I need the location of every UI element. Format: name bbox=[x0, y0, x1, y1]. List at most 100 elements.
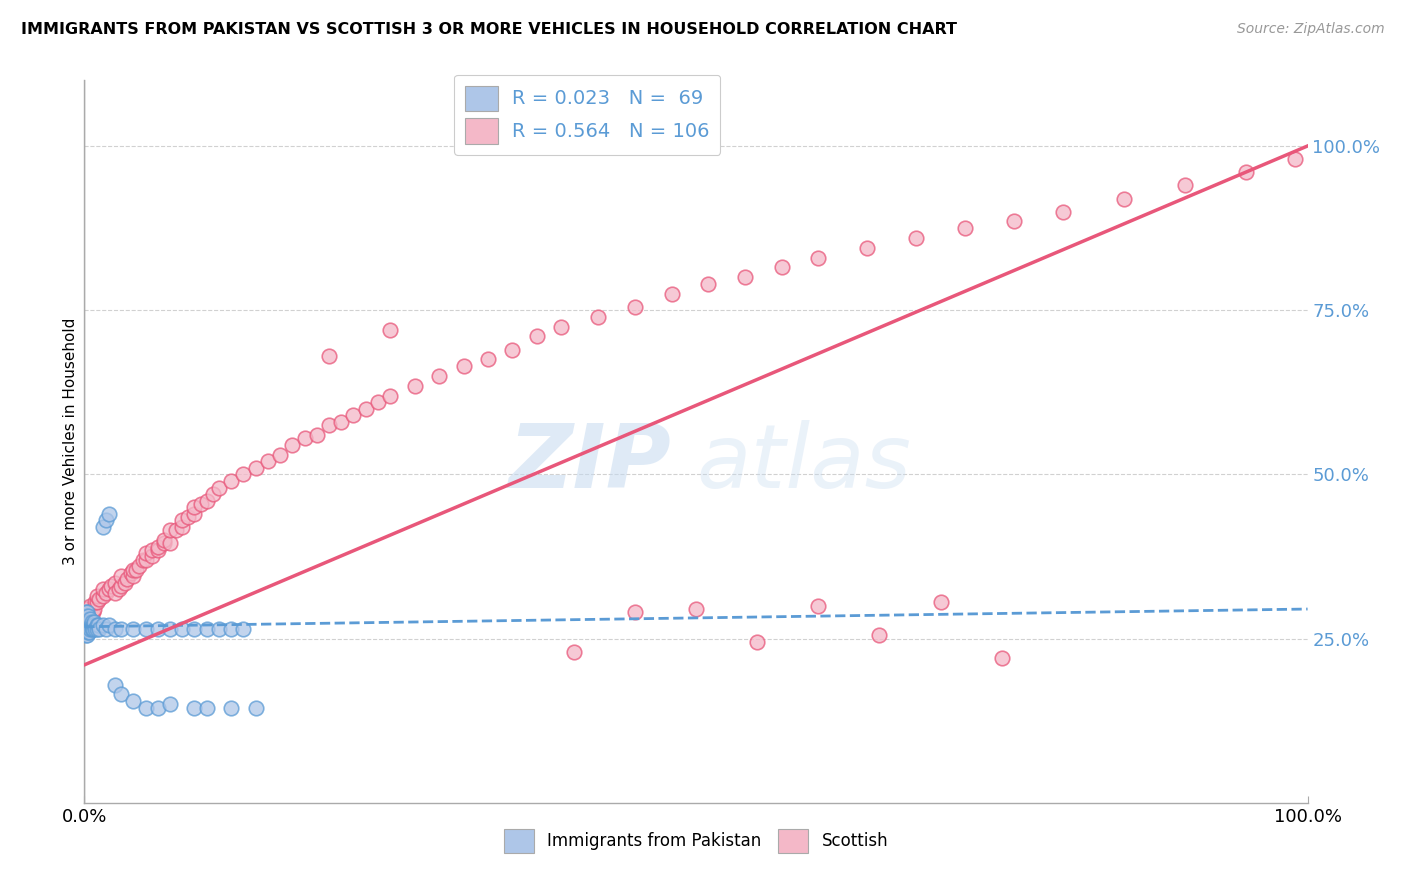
Point bbox=[586, 310, 609, 324]
Point bbox=[82, 622, 104, 636]
Point bbox=[1052, 204, 1074, 219]
Point bbox=[96, 585, 118, 599]
Point bbox=[79, 615, 101, 630]
Point bbox=[125, 563, 148, 577]
Point bbox=[135, 622, 157, 636]
Point bbox=[502, 343, 524, 357]
Point bbox=[146, 542, 169, 557]
Point bbox=[159, 698, 181, 712]
Point bbox=[153, 536, 176, 550]
Point bbox=[80, 615, 103, 630]
Point bbox=[159, 622, 181, 636]
Point bbox=[75, 612, 97, 626]
Point bbox=[232, 622, 254, 636]
Point bbox=[77, 615, 100, 630]
Text: Source: ZipAtlas.com: Source: ZipAtlas.com bbox=[1237, 22, 1385, 37]
Point bbox=[76, 605, 98, 619]
Point bbox=[305, 428, 328, 442]
Point bbox=[75, 622, 97, 636]
Point bbox=[172, 513, 194, 527]
Point bbox=[75, 615, 97, 630]
Point bbox=[869, 628, 891, 642]
Point bbox=[75, 608, 97, 623]
Point bbox=[201, 487, 224, 501]
Point bbox=[807, 251, 830, 265]
Point bbox=[122, 694, 145, 708]
Point bbox=[550, 319, 572, 334]
Point bbox=[477, 352, 499, 367]
Point bbox=[77, 605, 100, 619]
Point bbox=[79, 622, 101, 636]
Point bbox=[624, 605, 647, 619]
Point bbox=[128, 559, 150, 574]
Point bbox=[76, 602, 98, 616]
Point bbox=[96, 513, 118, 527]
Point bbox=[183, 700, 205, 714]
Point bbox=[294, 431, 316, 445]
Point bbox=[79, 599, 101, 613]
Point bbox=[79, 612, 101, 626]
Point bbox=[76, 622, 98, 636]
Point bbox=[453, 359, 475, 373]
Point bbox=[104, 677, 127, 691]
Point bbox=[77, 625, 100, 640]
Point bbox=[80, 618, 103, 632]
Point bbox=[807, 599, 830, 613]
Point bbox=[107, 582, 129, 597]
Point bbox=[86, 589, 108, 603]
Point bbox=[77, 612, 100, 626]
Point bbox=[77, 615, 100, 630]
Point bbox=[165, 523, 187, 537]
Point bbox=[183, 622, 205, 636]
Point bbox=[110, 687, 132, 701]
Point bbox=[1284, 152, 1306, 166]
Point bbox=[1114, 192, 1136, 206]
Point bbox=[84, 622, 107, 636]
Point bbox=[905, 231, 928, 245]
Point bbox=[195, 622, 218, 636]
Point bbox=[76, 622, 98, 636]
Point bbox=[79, 615, 101, 630]
Point bbox=[104, 622, 127, 636]
Point bbox=[195, 493, 218, 508]
Point bbox=[146, 700, 169, 714]
Point bbox=[141, 549, 163, 564]
Point bbox=[75, 612, 97, 626]
Point bbox=[76, 612, 98, 626]
Point bbox=[76, 608, 98, 623]
Point bbox=[75, 625, 97, 640]
Point bbox=[172, 520, 194, 534]
Point bbox=[115, 573, 138, 587]
Text: IMMIGRANTS FROM PAKISTAN VS SCOTTISH 3 OR MORE VEHICLES IN HOUSEHOLD CORRELATION: IMMIGRANTS FROM PAKISTAN VS SCOTTISH 3 O… bbox=[21, 22, 957, 37]
Point bbox=[367, 395, 389, 409]
Legend: Immigrants from Pakistan, Scottish: Immigrants from Pakistan, Scottish bbox=[498, 822, 894, 860]
Point bbox=[159, 523, 181, 537]
Point bbox=[100, 579, 122, 593]
Point bbox=[97, 582, 120, 597]
Point bbox=[232, 467, 254, 482]
Point bbox=[526, 329, 548, 343]
Point bbox=[77, 608, 100, 623]
Point bbox=[75, 622, 97, 636]
Point bbox=[146, 622, 169, 636]
Point bbox=[86, 595, 108, 609]
Point bbox=[146, 540, 169, 554]
Point bbox=[991, 651, 1014, 665]
Point bbox=[76, 608, 98, 623]
Point bbox=[245, 460, 267, 475]
Point bbox=[97, 618, 120, 632]
Point bbox=[76, 625, 98, 640]
Point bbox=[91, 589, 114, 603]
Point bbox=[747, 635, 769, 649]
Point bbox=[96, 622, 118, 636]
Point bbox=[172, 622, 194, 636]
Point bbox=[77, 612, 100, 626]
Point bbox=[697, 277, 720, 291]
Point bbox=[122, 569, 145, 583]
Point bbox=[856, 241, 879, 255]
Point bbox=[87, 622, 110, 636]
Point bbox=[661, 286, 683, 301]
Point bbox=[190, 497, 212, 511]
Point bbox=[132, 553, 155, 567]
Point bbox=[87, 618, 110, 632]
